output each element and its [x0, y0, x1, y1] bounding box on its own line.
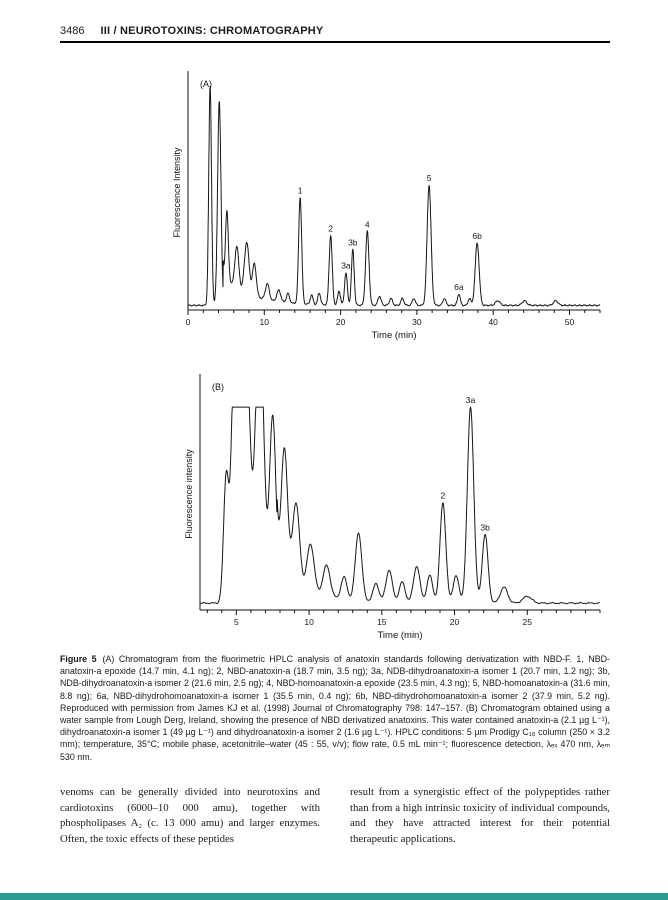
x-tick-label: 30: [412, 317, 422, 327]
figure-label: Figure 5: [60, 654, 97, 664]
peak-label: 3a: [341, 261, 351, 271]
chromatogram-panel-a: 0 10 20 30 40 50 1 2 3a 3b 4 5 6a 6b (A) Fluorescence I…: [148, 58, 618, 350]
x-axis-ticks: [206, 610, 601, 615]
body-column-left: venoms can be generally divided into neu…: [60, 786, 320, 845]
peak-label: 4: [365, 219, 370, 229]
peak-label: 2: [441, 491, 446, 501]
peak-label: 5: [427, 173, 432, 183]
page-header: 3486 III / NEUROTOXINS: CHROMATOGRAPHY: [60, 25, 323, 37]
y-axis-label: Fluorescence Intensity: [172, 147, 182, 238]
x-tick-label: 15: [377, 617, 387, 627]
chromatogram-a-svg: 0 10 20 30 40 50 1 2 3a 3b 4 5 6a 6b (A) Fluorescence I…: [172, 71, 601, 341]
x-tick-label: 20: [336, 317, 346, 327]
chromatogram-trace: [199, 406, 600, 605]
x-axis-labels: 0 10 20 30 40 50: [186, 317, 575, 327]
running-title: III / NEUROTOXINS: CHROMATOGRAPHY: [100, 25, 324, 37]
peak-label: 3a: [466, 395, 476, 405]
x-tick-label: 10: [304, 617, 314, 627]
x-tick-label: 10: [260, 317, 270, 327]
chromatogram-b-svg: 5 10 15 20 25 2 3a 3b (B) Fluorescence intensity T…: [184, 374, 601, 641]
page-number: 3486: [60, 25, 85, 37]
peak-label: 2: [328, 224, 333, 234]
body-text: venoms can be generally divided into neu…: [60, 785, 610, 848]
x-tick-label: 5: [234, 617, 239, 627]
peak-labels: 1 2 3a 3b 4 5 6a 6b: [298, 173, 482, 292]
peak-labels: 2 3a 3b: [441, 395, 491, 533]
header-rule: [60, 41, 610, 43]
y-axis-label: Fluorescence intensity: [184, 449, 194, 539]
x-tick-label: 0: [186, 317, 191, 327]
peak-label: 6a: [454, 282, 464, 292]
x-tick-label: 20: [450, 617, 460, 627]
panel-label: (A): [200, 79, 212, 89]
x-axis-ticks: [187, 310, 601, 315]
peak-label: 3b: [480, 523, 490, 533]
x-axis-labels: 5 10 15 20 25: [234, 617, 532, 627]
axes: [199, 374, 600, 611]
x-tick-label: 50: [565, 317, 575, 327]
figure-caption: Figure 5 (A) Chromatogram from the fluori…: [60, 653, 610, 763]
footer-color-bar: [0, 893, 668, 900]
peak-label: 1: [298, 185, 303, 195]
peak-label: 6b: [472, 231, 482, 241]
chromatogram-panel-b: 5 10 15 20 25 2 3a 3b (B) Fluorescence intensity T…: [148, 352, 618, 648]
chromatogram-trace: [187, 86, 601, 307]
peak-label: 3b: [348, 238, 358, 248]
x-axis-label: Time (min): [377, 630, 422, 641]
x-axis-label: Time (min): [371, 330, 416, 341]
panel-label: (B): [212, 382, 224, 392]
body-column-right: result from a synergistic effect of the …: [350, 786, 610, 845]
x-tick-label: 25: [523, 617, 533, 627]
axes: [187, 71, 600, 311]
figure-caption-text: (A) Chromatogram from the fluorimetric H…: [60, 654, 610, 762]
x-tick-label: 40: [488, 317, 498, 327]
